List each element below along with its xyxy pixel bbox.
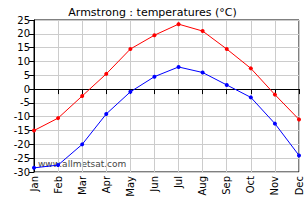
svg-text:25: 25 bbox=[17, 15, 30, 26]
svg-text:15: 15 bbox=[17, 42, 30, 53]
svg-text:20: 20 bbox=[17, 28, 30, 39]
svg-text:5: 5 bbox=[24, 70, 30, 81]
svg-text:www.allmetsat.com: www.allmetsat.com bbox=[38, 158, 127, 169]
svg-text:-15: -15 bbox=[14, 125, 30, 136]
svg-text:-25: -25 bbox=[14, 153, 30, 164]
svg-text:-5: -5 bbox=[20, 97, 30, 108]
svg-text:Oct: Oct bbox=[245, 176, 256, 193]
svg-text:Feb: Feb bbox=[53, 176, 64, 194]
svg-text:-20: -20 bbox=[14, 139, 30, 150]
svg-text:Sep: Sep bbox=[221, 176, 232, 195]
svg-text:0: 0 bbox=[24, 84, 30, 95]
svg-text:Jul: Jul bbox=[173, 176, 184, 189]
svg-text:Dec: Dec bbox=[294, 176, 305, 195]
svg-text:-10: -10 bbox=[14, 111, 30, 122]
svg-text:Armstrong : temperatures (°C): Armstrong : temperatures (°C) bbox=[68, 6, 236, 19]
svg-text:Jan: Jan bbox=[29, 176, 40, 192]
svg-text:Jun: Jun bbox=[149, 176, 160, 193]
svg-text:Apr: Apr bbox=[101, 175, 112, 193]
svg-text:Aug: Aug bbox=[197, 176, 208, 196]
svg-text:May: May bbox=[125, 176, 136, 197]
svg-text:-30: -30 bbox=[14, 167, 30, 178]
svg-text:10: 10 bbox=[17, 56, 30, 67]
svg-text:Nov: Nov bbox=[269, 176, 280, 196]
svg-text:Mar: Mar bbox=[77, 175, 88, 195]
